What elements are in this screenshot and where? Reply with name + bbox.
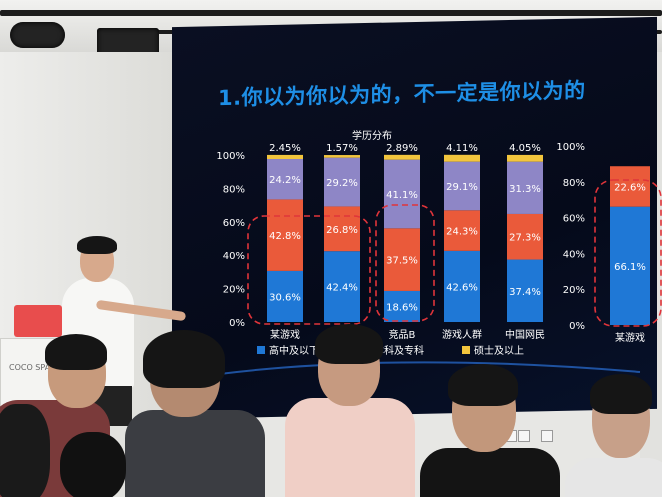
bar-segment bbox=[324, 206, 360, 252]
highlight-box bbox=[247, 215, 371, 325]
y-tick-label: 100% bbox=[216, 151, 245, 162]
audience-hair bbox=[448, 364, 518, 406]
legend-label: 本科及专科 bbox=[374, 344, 424, 357]
wall-outlet bbox=[541, 430, 553, 442]
audience-shirt bbox=[420, 448, 560, 497]
bar-segment bbox=[267, 270, 303, 322]
highlight-box bbox=[594, 179, 662, 327]
legend-swatch bbox=[462, 346, 470, 354]
audience-hair bbox=[315, 324, 383, 364]
x-tick-label: 竞品B bbox=[389, 328, 416, 341]
bar-segment bbox=[444, 210, 480, 251]
audience-hair bbox=[590, 374, 652, 414]
bar-segment bbox=[444, 250, 480, 322]
screen-glow-line bbox=[189, 361, 641, 379]
bar-data-label: 18.6% bbox=[386, 302, 418, 313]
bar-segment bbox=[444, 161, 480, 211]
audience-shirt bbox=[565, 458, 662, 497]
x-tick-label: 中国网民 bbox=[505, 328, 545, 341]
ceiling-light bbox=[10, 22, 65, 48]
bar-data-label: 41.1% bbox=[386, 190, 418, 201]
bar-data-label: 1.57% bbox=[326, 143, 358, 154]
bar-segment bbox=[267, 159, 303, 200]
bar-segment bbox=[267, 199, 303, 271]
ceiling-beam bbox=[0, 10, 662, 16]
y-tick-label: 40% bbox=[223, 251, 245, 262]
bar-data-label: 29.1% bbox=[446, 182, 478, 193]
y-tick-label: 80% bbox=[223, 184, 245, 195]
bar-data-label: 31.3% bbox=[509, 184, 541, 195]
chart-title: 学历分布 bbox=[352, 129, 392, 142]
bar-data-label: 22.6% bbox=[614, 182, 646, 193]
bar-segment bbox=[384, 228, 420, 291]
presenter-hair bbox=[77, 236, 117, 254]
bar-data-label: 66.1% bbox=[614, 262, 646, 273]
bar-data-label: 26.8% bbox=[326, 225, 358, 236]
audience-shirt bbox=[285, 398, 415, 497]
bar-data-label: 42.4% bbox=[326, 283, 358, 294]
y-tick-label: 60% bbox=[223, 218, 245, 229]
bar-segment bbox=[507, 154, 543, 162]
bar-segment bbox=[324, 157, 360, 207]
laptop bbox=[14, 305, 62, 337]
bar-segment bbox=[507, 161, 543, 214]
audience-hair bbox=[45, 334, 107, 370]
bar-segment bbox=[324, 155, 360, 158]
highlight-box bbox=[375, 204, 435, 322]
bar-data-label: 4.11% bbox=[446, 143, 478, 154]
bar-data-label: 27.3% bbox=[509, 233, 541, 244]
bar-data-label: 37.5% bbox=[386, 256, 418, 267]
y-tick-label: 0% bbox=[229, 318, 245, 329]
x-tick-label: 某游戏 bbox=[270, 328, 300, 341]
bar-data-label: 42.6% bbox=[446, 282, 478, 293]
bar-data-label: 24.2% bbox=[269, 175, 301, 186]
bar-segment bbox=[444, 154, 480, 162]
audience-head bbox=[0, 404, 50, 497]
bar-segment bbox=[267, 154, 303, 160]
bar-data-label: 30.6% bbox=[269, 292, 301, 303]
legend-label: 硕士及以上 bbox=[474, 344, 524, 357]
bar-segment bbox=[507, 213, 543, 260]
y-tick-label: 20% bbox=[563, 285, 585, 296]
y-tick-label: 0% bbox=[569, 321, 585, 332]
audience-shirt bbox=[125, 410, 265, 497]
legend-swatch bbox=[257, 346, 265, 354]
bar-data-label: 2.45% bbox=[269, 143, 301, 154]
bar-data-label: 4.05% bbox=[509, 143, 541, 154]
bar-segment bbox=[610, 206, 650, 325]
bar-segment bbox=[507, 259, 543, 322]
bar-segment bbox=[384, 159, 420, 229]
legend-label: 高中及以下 bbox=[269, 344, 319, 357]
y-tick-label: 100% bbox=[556, 142, 585, 153]
x-tick-label: 游戏人群 bbox=[442, 328, 482, 341]
audience-head bbox=[60, 432, 126, 497]
bar-segment bbox=[324, 251, 360, 322]
bar-data-label: 24.3% bbox=[446, 227, 478, 238]
y-tick-label: 60% bbox=[563, 214, 585, 225]
bar-data-label: 42.8% bbox=[269, 231, 301, 242]
y-tick-label: 20% bbox=[223, 285, 245, 296]
y-tick-label: 80% bbox=[563, 178, 585, 189]
bar-data-label: 29.2% bbox=[326, 178, 358, 189]
audience-hair bbox=[143, 330, 225, 388]
wall-outlet bbox=[518, 430, 530, 442]
bar-data-label: 2.89% bbox=[386, 143, 418, 154]
x-tick-label: 某游戏 bbox=[615, 331, 645, 344]
bar-segment bbox=[610, 166, 650, 207]
podium-logo: COCO SPACE bbox=[9, 363, 61, 372]
bar-segment bbox=[384, 290, 420, 322]
bar-segment bbox=[384, 154, 420, 160]
bar-data-label: 37.4% bbox=[509, 287, 541, 298]
y-tick-label: 40% bbox=[563, 249, 585, 260]
